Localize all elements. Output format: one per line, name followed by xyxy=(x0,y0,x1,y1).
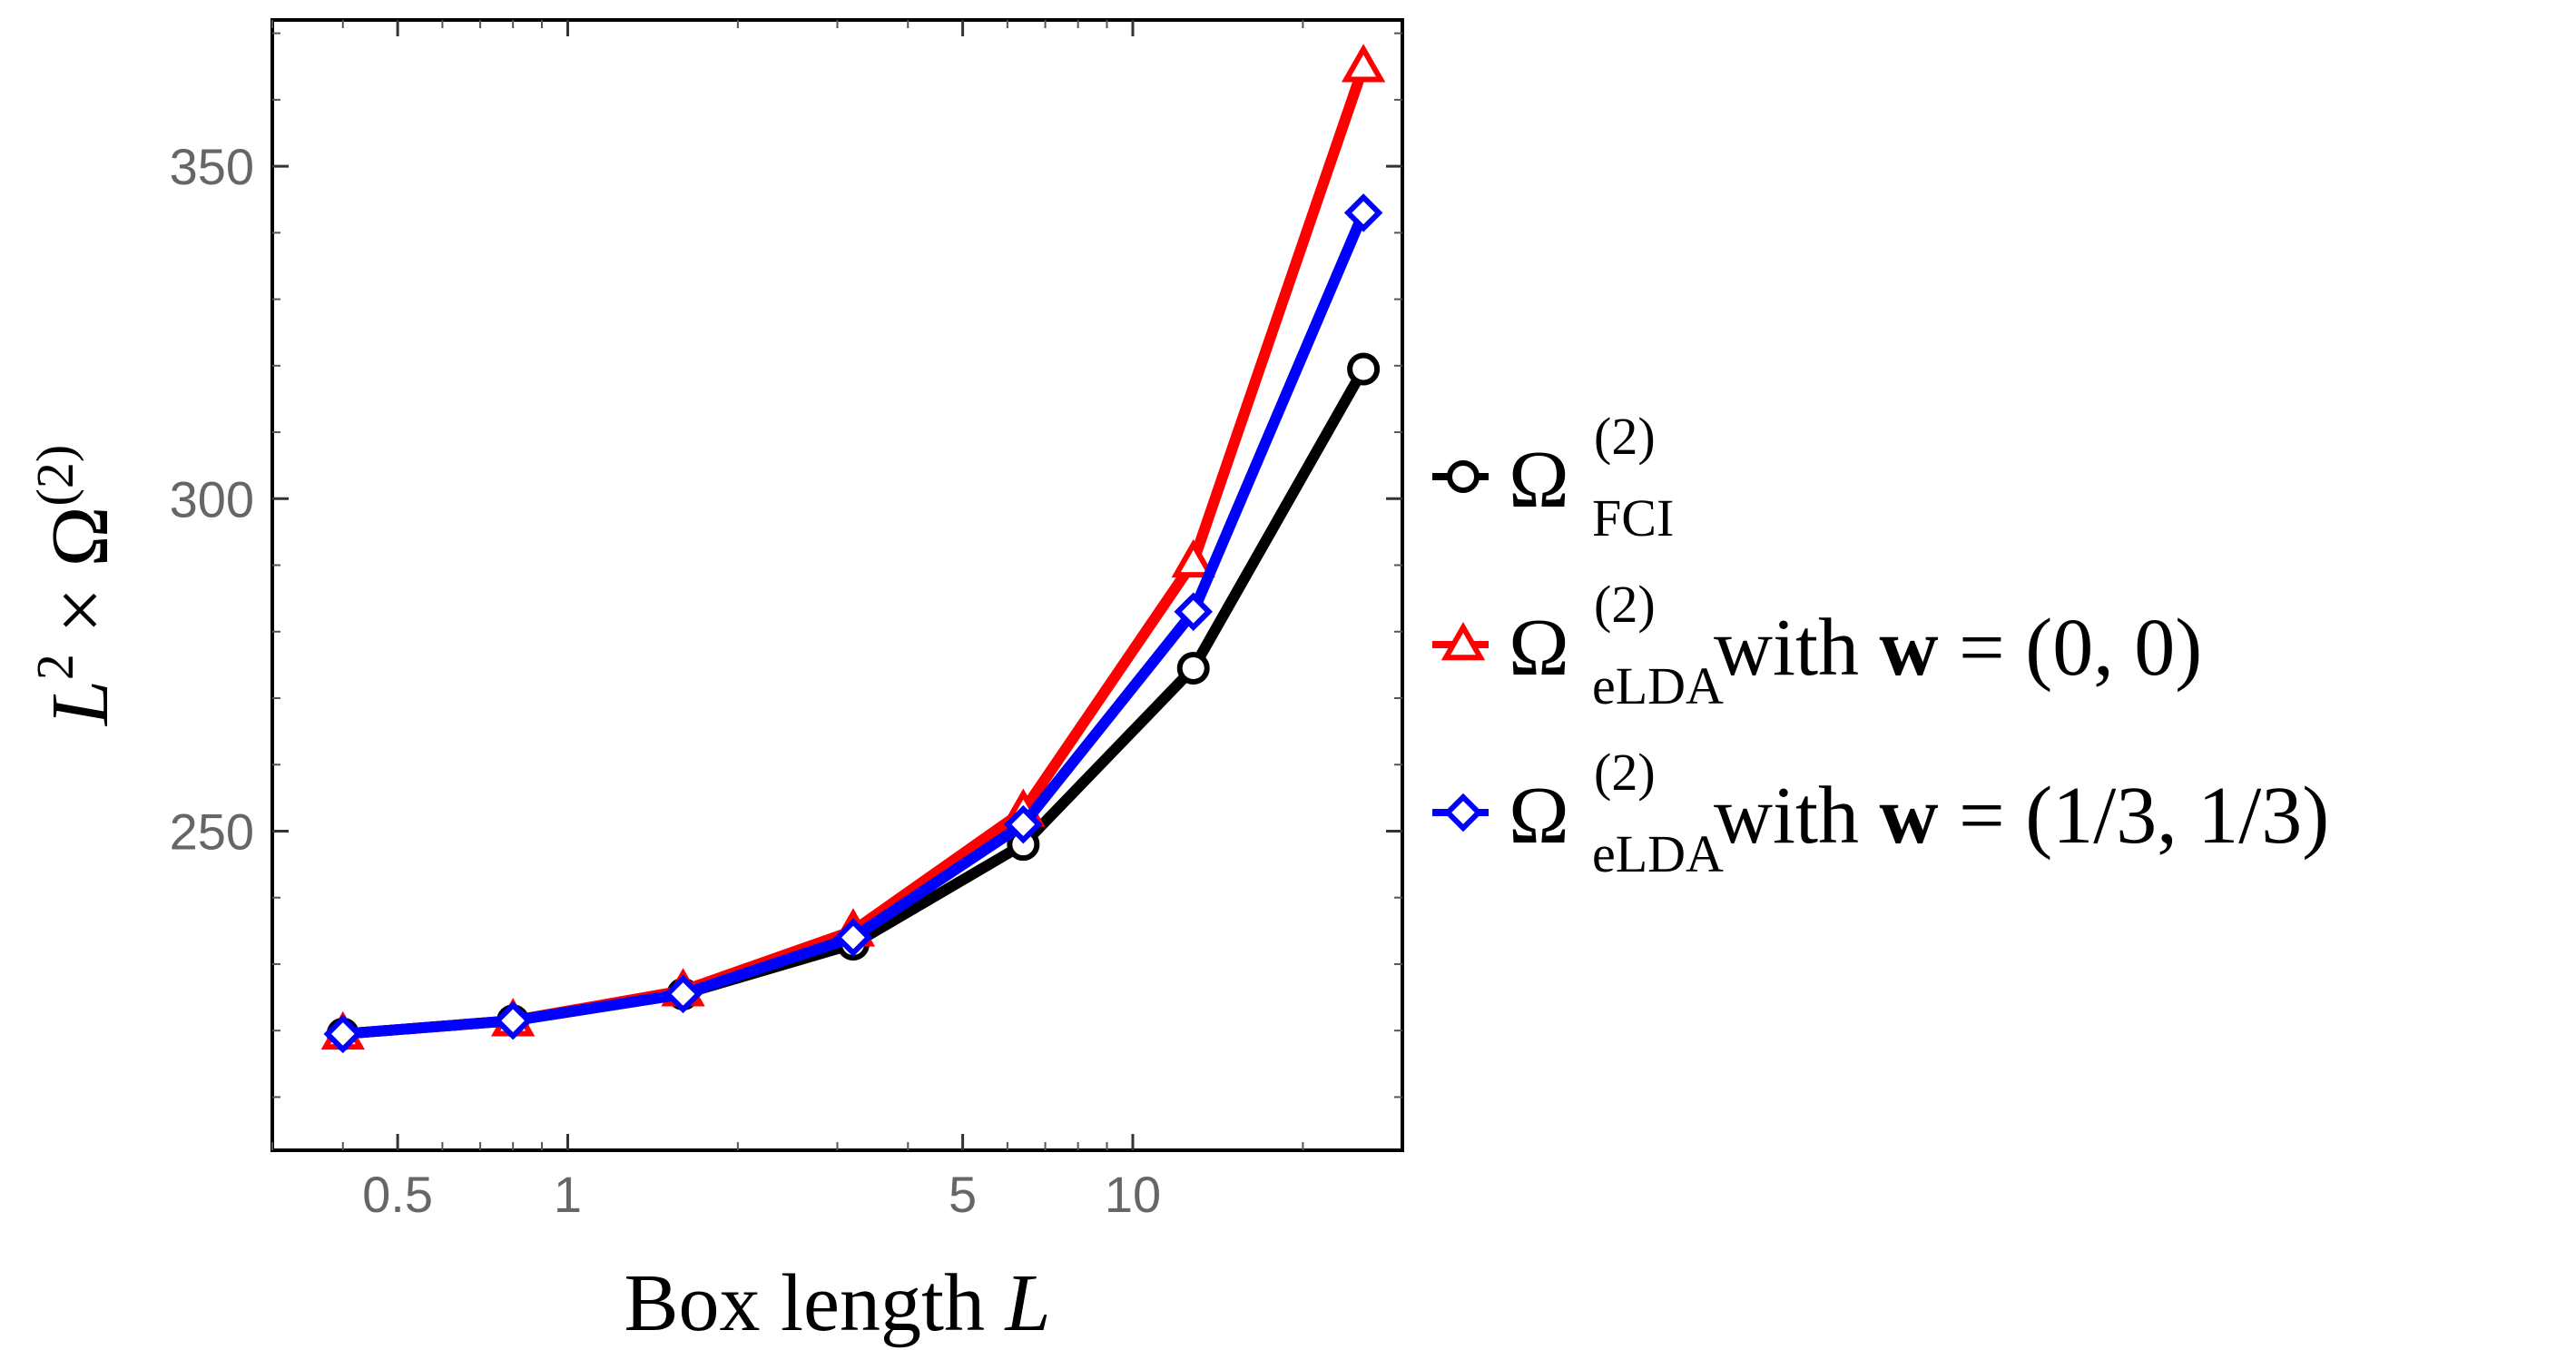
legend-marker-diamond xyxy=(1443,793,1483,833)
series-diamond xyxy=(323,193,1383,1054)
legend-label: Ω xyxy=(1509,771,1569,861)
y-axis-title-part: 2 xyxy=(25,654,84,680)
data-point-diamond xyxy=(664,974,703,1014)
legend-label: Ω xyxy=(1509,435,1569,525)
data-point-diamond xyxy=(323,1014,363,1054)
plot-series xyxy=(320,44,1386,1054)
legend-subscript: eLDA xyxy=(1592,824,1724,883)
legend-item-circle: Ω (2) FCI xyxy=(1432,407,1674,547)
data-point-circle xyxy=(1176,652,1210,685)
y-axis-title: L2 × Ω(2) xyxy=(25,445,125,727)
x-axis-title-text: Box length xyxy=(624,1258,1005,1348)
y-tick-label: 250 xyxy=(170,803,254,860)
data-point-diamond xyxy=(1343,193,1383,232)
legend-omega: Ω xyxy=(1509,435,1569,525)
legend-suffix: with w = (0, 0) xyxy=(1714,603,2202,693)
legend-suffix: with w = (1/3, 1/3) xyxy=(1714,771,2329,861)
legend-item-diamond: Ω (2) eLDA with w = (1/3, 1/3) xyxy=(1432,743,2329,883)
x-tick-label: 10 xyxy=(1105,1166,1161,1223)
legend-item-triangle: Ω (2) eLDA with w = (0, 0) xyxy=(1432,575,2202,715)
data-point-diamond xyxy=(493,1000,533,1040)
axes: 0.5 1 5 10 250 300 350 xyxy=(170,18,1404,1223)
data-point-circle xyxy=(1347,352,1381,386)
axis-labels: Box length L L2 × Ω(2) xyxy=(25,445,1051,1348)
legend-omega: Ω xyxy=(1509,771,1569,861)
x-tick-label: 0.5 xyxy=(362,1166,433,1223)
plot-frame xyxy=(270,18,1404,1152)
legend-label: Ω xyxy=(1509,603,1569,693)
data-point-triangle xyxy=(1171,538,1215,578)
x-axis-title-var: L xyxy=(1003,1258,1050,1348)
series-line xyxy=(342,64,1369,1040)
y-axis-title-part: × Ω xyxy=(35,506,125,654)
legend-superscript: (2) xyxy=(1594,407,1656,466)
y-tick-label: 300 xyxy=(170,470,254,527)
legend-marker-triangle xyxy=(1440,621,1486,661)
legend-superscript: (2) xyxy=(1594,743,1656,802)
data-point-diamond xyxy=(1004,804,1043,844)
data-point-triangle xyxy=(1341,44,1386,83)
legend-superscript: (2) xyxy=(1594,575,1656,634)
y-axis-title-part: (2) xyxy=(25,445,84,507)
x-tick-label: 5 xyxy=(949,1166,977,1223)
legend-subscript: eLDA xyxy=(1592,656,1724,715)
legend-omega: Ω xyxy=(1509,603,1569,693)
x-axis-title: Box length L xyxy=(624,1258,1050,1348)
legend-marker-circle xyxy=(1447,460,1480,493)
y-axis-title-part: L xyxy=(35,680,125,727)
x-tick-label: 1 xyxy=(554,1166,582,1223)
legend-subscript: FCI xyxy=(1592,488,1674,547)
data-point-diamond xyxy=(833,918,873,957)
data-point-diamond xyxy=(1174,592,1213,632)
y-tick-label: 350 xyxy=(170,138,254,195)
